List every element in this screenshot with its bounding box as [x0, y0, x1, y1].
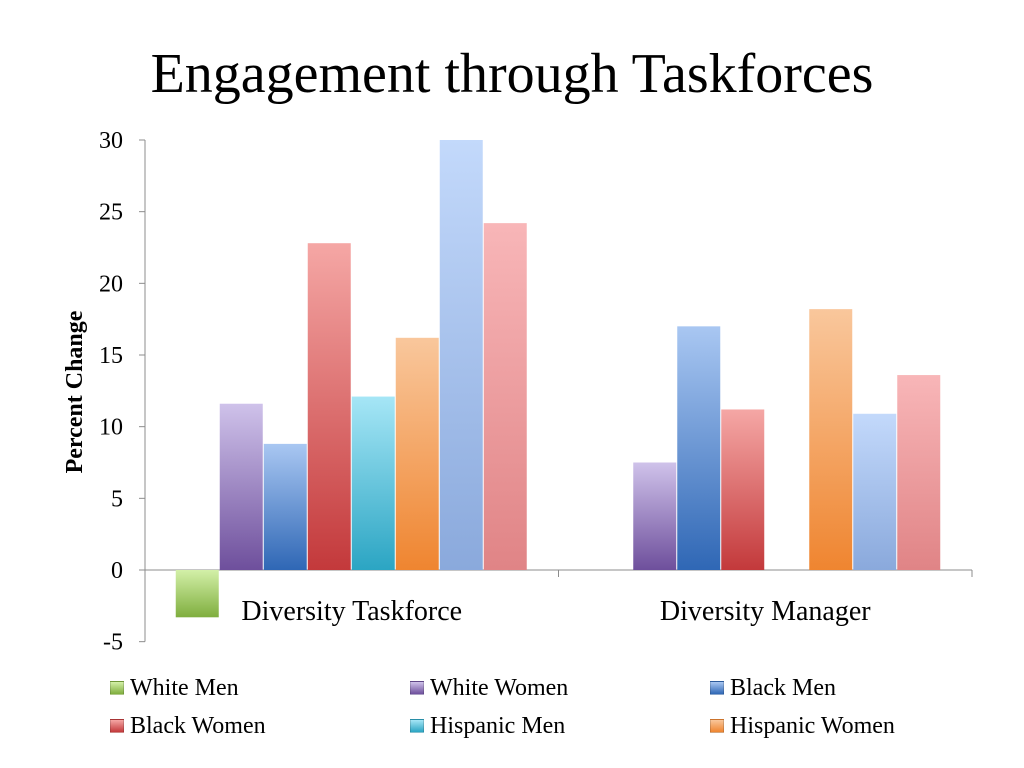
bar [677, 326, 721, 570]
legend-swatch [110, 719, 124, 733]
y-axis-label: Percent Change [62, 310, 88, 473]
legend-label: Black Women [130, 712, 266, 739]
legend-swatch [410, 719, 424, 733]
legend-item: White Men [110, 672, 239, 704]
y-tick-label: -5 [103, 630, 123, 656]
bar [175, 570, 219, 618]
bar [395, 337, 439, 570]
y-tick-label: 5 [111, 486, 123, 512]
bar [263, 443, 307, 570]
bar [897, 375, 941, 570]
legend-label: White Men [130, 674, 239, 701]
y-tick-label: 15 [99, 343, 123, 369]
y-tick-label: 10 [99, 415, 123, 441]
legend-swatch [410, 681, 424, 695]
bar [307, 243, 351, 570]
legend-label: White Women [430, 674, 569, 701]
y-tick-label: 25 [99, 200, 123, 226]
y-tick-label: 30 [99, 128, 123, 154]
x-tick-label: Diversity Manager [660, 596, 871, 627]
bar [721, 409, 765, 570]
bar [219, 403, 263, 570]
y-tick-label: 0 [111, 558, 123, 584]
bar [633, 462, 677, 570]
legend-swatch [710, 681, 724, 695]
legend-item: Black Men [710, 672, 836, 704]
bar [853, 413, 897, 570]
bar [483, 223, 527, 570]
bar [439, 140, 483, 570]
x-tick-label: Diversity Taskforce [241, 596, 462, 627]
legend-item: Hispanic Men [410, 710, 565, 742]
legend-item: White Women [410, 672, 568, 704]
legend-swatch [110, 681, 124, 695]
y-tick-label: 20 [99, 271, 123, 297]
legend-label: Hispanic Women [730, 712, 895, 739]
bar-chart: 30 25 20 15 10 5 0 -5 Percent Change Diversity Ta… [62, 128, 973, 656]
bar [809, 309, 853, 570]
legend-label: Hispanic Men [430, 712, 566, 739]
legend-label: Black Men [730, 674, 836, 701]
legend-item: Black Women [110, 710, 266, 742]
bar [351, 396, 395, 570]
chart-title: Engagement through Taskforces [150, 43, 874, 105]
legend-swatch [710, 719, 724, 733]
legend-item: Hispanic Women [710, 710, 895, 742]
